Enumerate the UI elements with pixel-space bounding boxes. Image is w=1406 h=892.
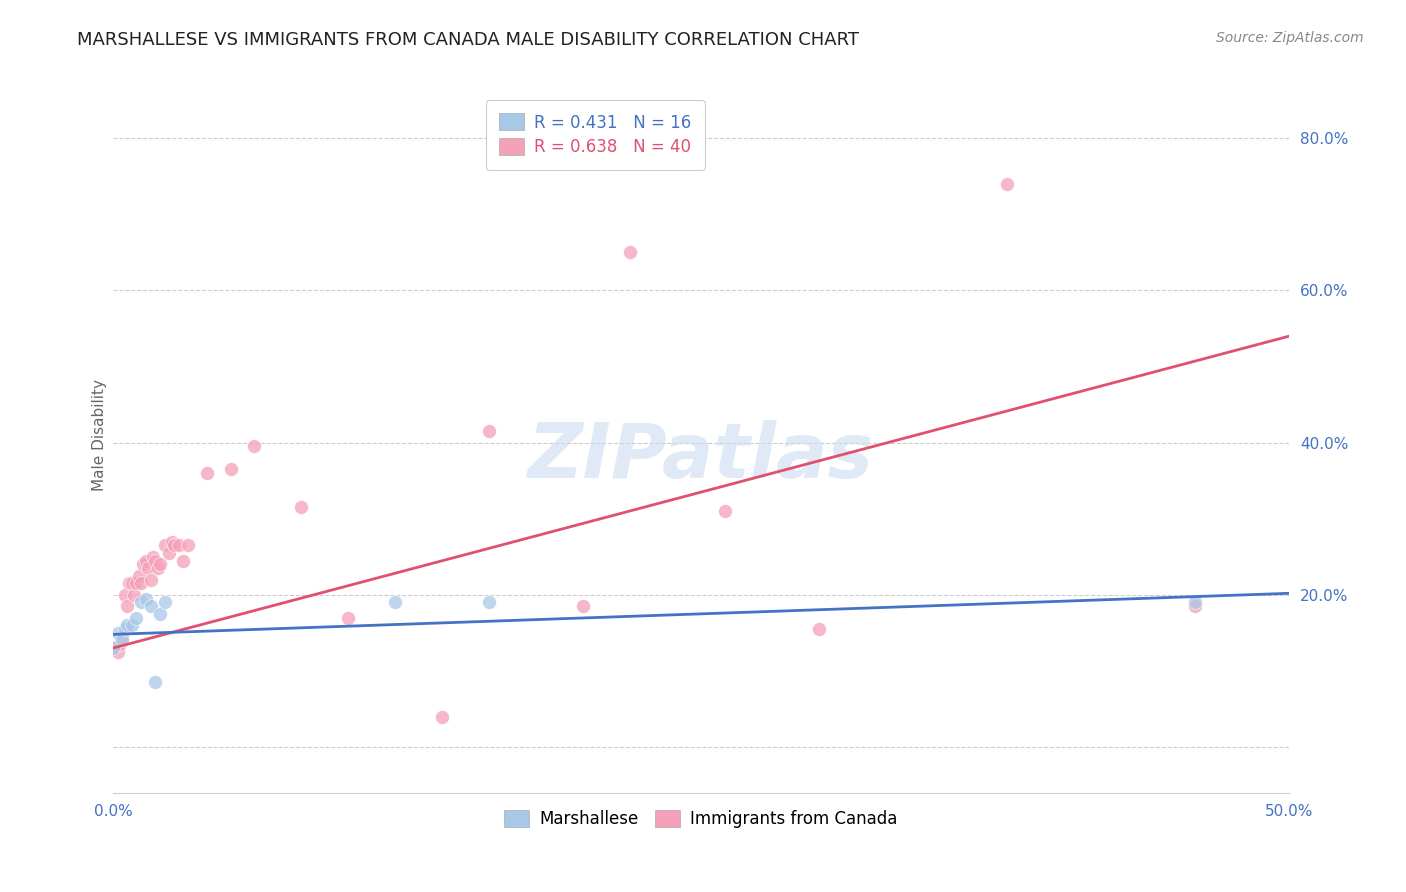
Point [384,595,406,609]
Point [143,675,166,690]
Point [713,504,735,518]
Point [114,588,136,602]
Point [163,538,186,552]
Point [290,500,312,515]
Point [129,595,152,609]
Point [807,622,830,636]
Point [114,622,136,636]
Point [337,610,360,624]
Point [128,569,150,583]
Point [125,610,148,624]
Point [136,561,159,575]
Point [172,553,194,567]
Point [143,553,166,567]
Point [619,245,641,260]
Point [478,595,501,609]
Point [146,561,169,575]
Point [478,424,501,438]
Point [107,645,129,659]
Y-axis label: Male Disability: Male Disability [93,379,107,491]
Point [149,607,172,621]
Point [122,588,145,602]
Point [107,625,129,640]
Point [135,591,157,606]
Point [995,177,1018,191]
Point [115,599,138,614]
Point [111,630,134,644]
Point [432,709,454,723]
Point [195,466,218,480]
Point [118,576,141,591]
Point [121,576,143,591]
Point [572,599,595,614]
Point [135,553,157,567]
Point [101,641,124,656]
Point [149,558,172,572]
Point [101,641,124,656]
Point [115,618,138,632]
Point [243,440,266,454]
Point [125,576,148,591]
Point [177,538,200,552]
Point [160,534,183,549]
Text: Source: ZipAtlas.com: Source: ZipAtlas.com [1216,31,1364,45]
Point [167,538,190,552]
Point [108,637,131,651]
Point [121,618,143,632]
Point [139,573,162,587]
Point [153,538,176,552]
Point [219,462,242,476]
Text: ZIPatlas: ZIPatlas [529,419,875,493]
Point [139,599,162,614]
Point [129,576,152,591]
Point [132,558,155,572]
Text: MARSHALLESE VS IMMIGRANTS FROM CANADA MALE DISABILITY CORRELATION CHART: MARSHALLESE VS IMMIGRANTS FROM CANADA MA… [77,31,859,49]
Point [153,595,176,609]
Point [157,546,180,560]
Legend: Marshallese, Immigrants from Canada: Marshallese, Immigrants from Canada [498,803,904,834]
Point [1184,599,1206,614]
Point [1184,595,1206,609]
Point [111,633,134,648]
Point [142,549,165,564]
